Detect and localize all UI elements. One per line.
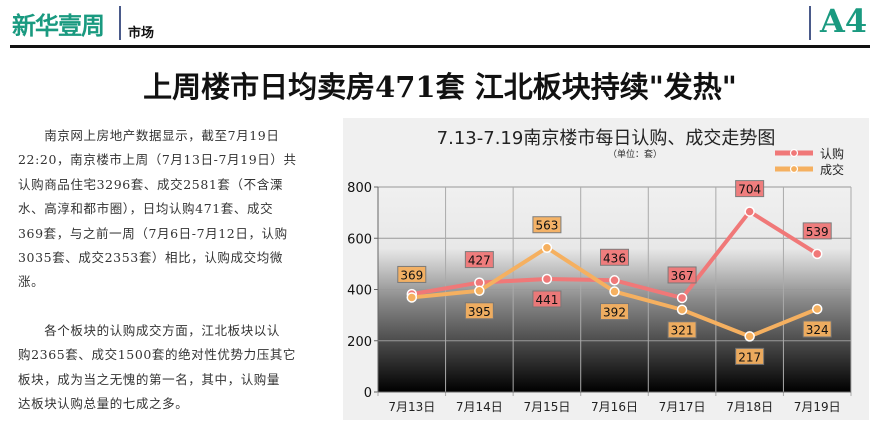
data-label: 321 xyxy=(671,324,694,338)
data-label: 369 xyxy=(400,268,423,282)
data-label: 395 xyxy=(468,305,491,319)
article-line: 达板块认购总量的七成之多。 xyxy=(18,396,189,412)
data-label-box xyxy=(600,248,629,266)
y-tick-label: 800 xyxy=(347,181,372,196)
headline: 上周楼市日均卖房471套 江北板块持续"发热" xyxy=(143,70,737,104)
x-tick-label: 7月13日 xyxy=(388,400,435,414)
data-label: 436 xyxy=(603,251,626,265)
article-line: 各个板块的认购成交方面，江北板块以认 xyxy=(18,322,281,338)
x-tick-label: 7月17日 xyxy=(659,400,706,414)
data-point xyxy=(676,292,688,304)
article-line: 认购商品住宅3296套、成交2581套（不含溧 xyxy=(18,176,283,192)
data-label-box xyxy=(600,303,629,321)
article-line: 购2365套、成交1500套的绝对性优势力压其它 xyxy=(18,347,297,363)
data-point xyxy=(811,248,823,260)
legend-marker xyxy=(789,164,799,174)
y-tick-label: 0 xyxy=(364,386,372,401)
data-label-box xyxy=(464,251,494,269)
data-point xyxy=(474,285,485,297)
chart-subtitle: （单位：套） xyxy=(608,148,662,160)
chart-panel: 7.13-7.19南京楼市每日认购、成交走势图 （单位：套） 认购 成交 0 200… xyxy=(343,118,869,420)
legend-marker xyxy=(789,148,799,158)
chart-title: 7.13-7.19南京楼市每日认购、成交走势图 xyxy=(437,128,776,149)
divider xyxy=(119,6,121,40)
article-line: 水、高淳和都市圈），日均认购471套、成交 xyxy=(18,201,274,217)
page-number: A4 xyxy=(820,2,868,40)
data-label-box xyxy=(667,266,697,284)
data-point xyxy=(541,242,553,253)
data-label-box xyxy=(735,180,765,198)
x-tick-label: 7月16日 xyxy=(591,400,638,414)
paragraph-gap xyxy=(18,295,318,319)
legend: 认购成交 xyxy=(775,146,844,177)
data-label-box xyxy=(532,290,562,308)
article-body: 南京网上房地产数据显示，截至7月19日 22:20，南京楼市上周（7月13日-7月… xyxy=(18,124,318,416)
y-tick-label: 400 xyxy=(347,284,372,299)
data-label: 427 xyxy=(468,254,491,268)
data-label-box xyxy=(802,222,832,240)
article-line: 22:20，南京楼市上周（7月13日-7月19日）共 xyxy=(18,152,297,168)
data-label: 367 xyxy=(671,269,694,283)
x-tick-label: 7月14日 xyxy=(456,400,503,414)
data-label-box xyxy=(802,320,832,338)
data-point xyxy=(609,275,620,286)
article-line: 南京网上房地产数据显示，截至7月19日 xyxy=(18,128,280,143)
data-label: 324 xyxy=(806,323,829,337)
data-point xyxy=(811,303,823,315)
legend-label: 成交 xyxy=(820,162,844,177)
data-point xyxy=(541,273,553,285)
y-tick-label: 600 xyxy=(347,232,372,247)
data-label-box xyxy=(532,216,562,234)
data-label: 563 xyxy=(535,219,558,233)
data-label: 441 xyxy=(535,293,558,307)
data-label: 217 xyxy=(738,350,761,364)
article-line: 涨。 xyxy=(18,274,45,290)
data-point xyxy=(744,331,755,342)
data-label-box xyxy=(464,302,494,320)
divider xyxy=(809,6,811,40)
section-label: 市场 xyxy=(128,26,155,41)
data-point xyxy=(676,304,688,315)
x-tick-label: 7月18日 xyxy=(726,400,773,414)
y-tick-label: 200 xyxy=(347,335,372,350)
data-label: 392 xyxy=(603,306,626,320)
data-label: 539 xyxy=(806,225,829,239)
article-line: 板块，成为当之无愧的第一名，其中，认购量 xyxy=(18,371,281,387)
line-chart: 7.13-7.19南京楼市每日认购、成交走势图 （单位：套） 认购成交 0 200… xyxy=(347,128,852,414)
x-tick-label: 7月19日 xyxy=(794,400,841,414)
legend-label: 认购 xyxy=(820,146,844,161)
logo: 新华壹周 xyxy=(12,12,105,40)
article-line: 3035套、成交2353套）相比，认购成交均微 xyxy=(18,250,283,266)
data-point xyxy=(406,292,418,303)
data-label-box xyxy=(397,265,427,283)
data-label: 704 xyxy=(738,183,761,197)
data-label-box xyxy=(667,321,697,339)
data-point xyxy=(744,206,755,217)
data-label-box xyxy=(735,347,765,365)
article-line: 369套，与之前一周（7月6日-7月12日，认购 xyxy=(18,225,288,241)
x-tick-label: 7月15日 xyxy=(523,400,570,414)
header-rule xyxy=(10,45,870,48)
data-point xyxy=(609,286,620,297)
